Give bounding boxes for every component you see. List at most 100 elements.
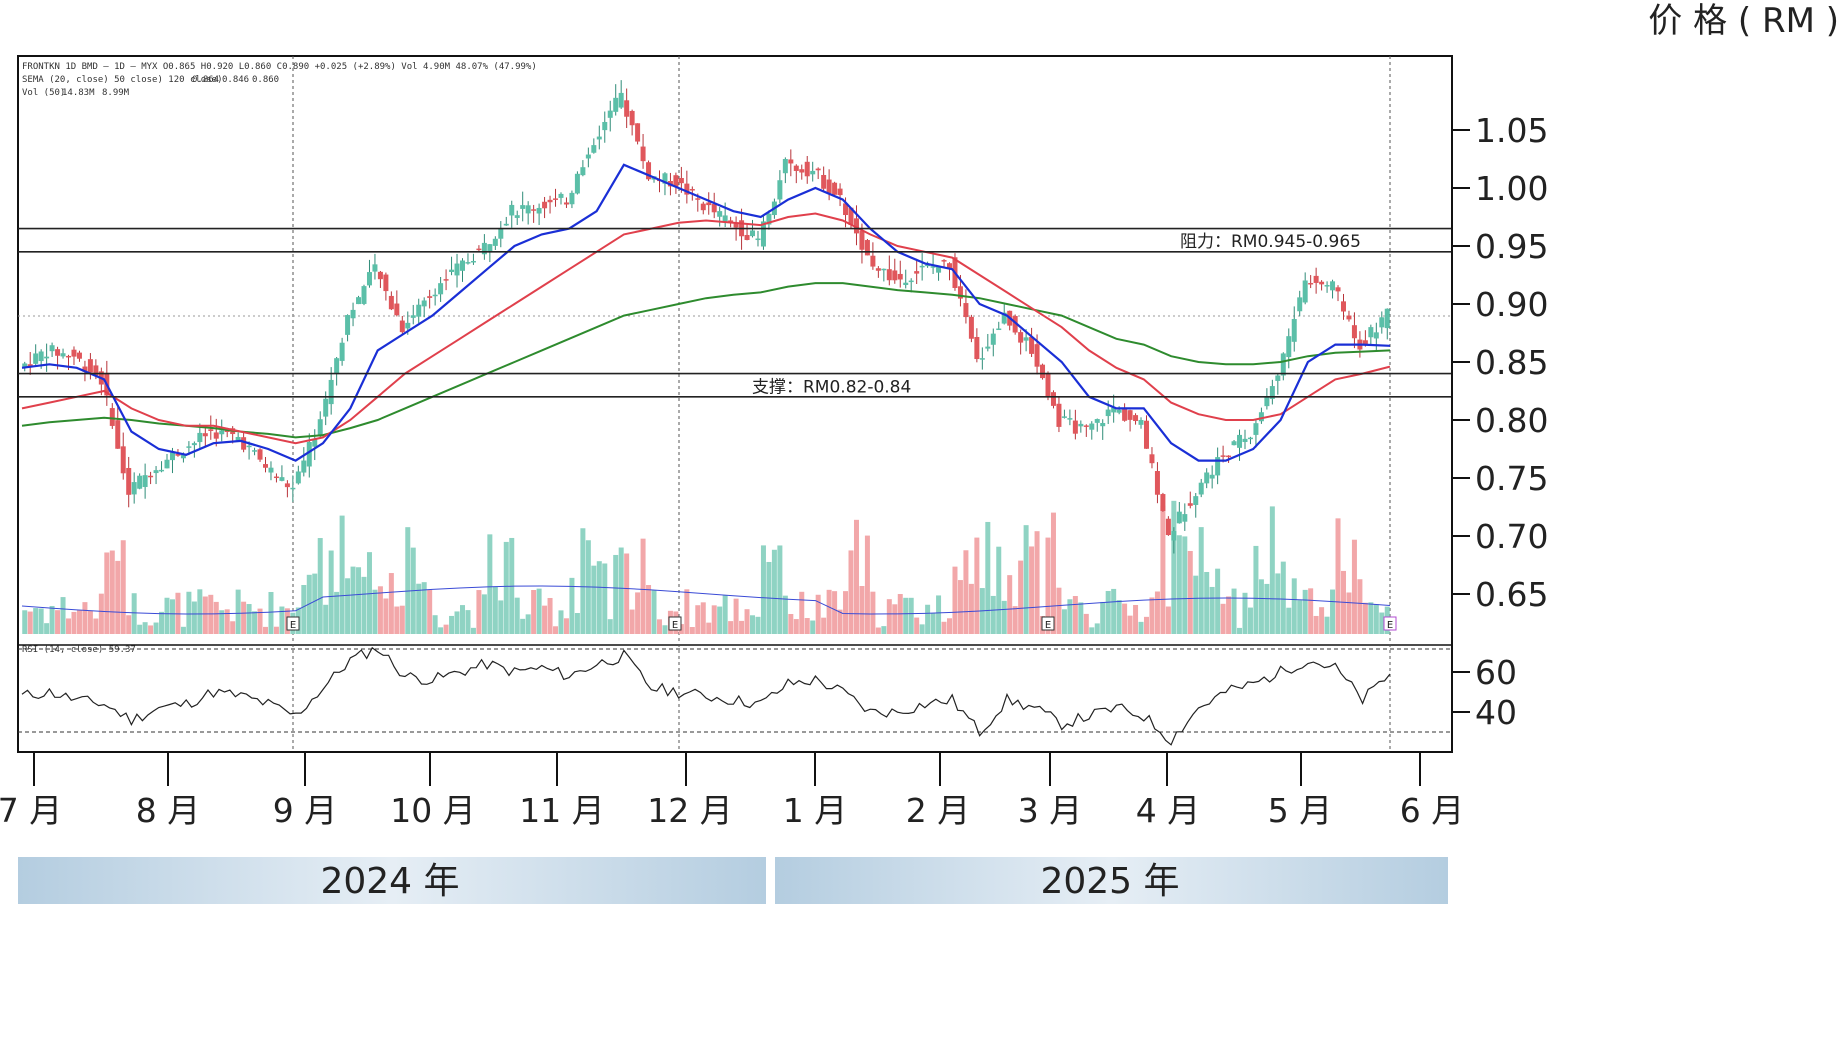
volume-bar	[870, 591, 876, 634]
candle-down	[547, 199, 553, 203]
candle-up	[339, 342, 345, 361]
candle-up	[585, 154, 591, 159]
candle-up	[979, 358, 985, 360]
volume-bar	[1105, 590, 1111, 634]
candle-up	[1198, 482, 1204, 495]
candle-down	[711, 203, 717, 213]
volume-bar	[596, 561, 602, 634]
candle-down	[793, 165, 799, 171]
candle-up	[990, 333, 996, 345]
candle-up	[1193, 496, 1199, 505]
volume-bar	[689, 627, 695, 634]
volume-bar	[169, 599, 175, 634]
candle-down	[635, 123, 641, 142]
volume-bar	[459, 605, 465, 634]
resistance-label: 阻力：RM0.945-0.965	[1180, 232, 1361, 252]
volume-bar	[1187, 550, 1193, 634]
candle-up	[449, 269, 455, 272]
volume-bar	[246, 604, 252, 634]
earnings-marker-1-box	[286, 616, 300, 631]
candle-up	[49, 345, 55, 352]
volume-bar	[301, 585, 307, 634]
volume-bar	[1149, 597, 1155, 634]
volume-bar	[1176, 535, 1182, 634]
volume-bar	[1204, 571, 1210, 634]
volume-bar	[613, 554, 619, 634]
candle-up	[356, 297, 362, 305]
candle-up	[591, 145, 597, 153]
volume-bar	[782, 595, 788, 634]
candle-up	[372, 264, 378, 272]
candle-down	[284, 483, 290, 488]
candle-down	[886, 269, 892, 281]
volume-bar	[1264, 583, 1270, 634]
candle-up	[438, 283, 444, 295]
candle-down	[678, 178, 684, 184]
rsi-panel: RSI (14, close) 59.37	[18, 645, 1452, 746]
candle-down	[673, 175, 679, 187]
volume-bar	[438, 627, 444, 634]
candle-down	[832, 182, 838, 195]
volume-bar	[930, 613, 936, 634]
volume-bar	[1078, 602, 1084, 634]
candle-up	[722, 215, 728, 222]
volume-bar	[985, 521, 991, 634]
ema50-line	[21, 212, 1391, 445]
volume-bar	[1226, 596, 1232, 634]
candle-down	[383, 274, 389, 292]
volume-bar	[153, 622, 159, 634]
volume-bar	[717, 606, 723, 634]
volume-bar	[804, 618, 810, 634]
volume-bar	[974, 537, 980, 634]
volume-bar	[1111, 588, 1117, 634]
volume-bar	[126, 615, 132, 634]
candle-up	[1330, 281, 1336, 291]
volume-bar	[268, 591, 274, 634]
volume-bar	[760, 545, 766, 634]
candle-up	[421, 300, 427, 307]
volume-bar	[93, 618, 99, 634]
header-line-1: FRONTKN 1D BMD — 1D — MYX O0.865 H0.920 …	[22, 62, 537, 72]
ema50-value: 0.846	[222, 75, 249, 85]
candle-down	[1018, 332, 1024, 343]
chart-frame	[17, 55, 1453, 753]
volume-bar	[553, 626, 559, 634]
candle-down	[695, 198, 701, 200]
candle-down	[175, 454, 181, 456]
volume-bar	[777, 545, 783, 634]
volume-bar	[1253, 545, 1259, 634]
candle-down	[427, 296, 433, 298]
volume-bar	[788, 614, 794, 634]
candle-up	[1171, 531, 1177, 541]
volume-bar	[241, 601, 247, 634]
candle-down	[71, 349, 77, 357]
volume-bar	[848, 550, 854, 634]
volume-bar	[1308, 588, 1314, 634]
candle-up	[345, 315, 351, 335]
volume-bar	[1357, 579, 1363, 634]
candle-up	[1286, 336, 1292, 358]
volume-bar	[252, 611, 258, 634]
candle-down	[1029, 336, 1035, 354]
y-tick-label: 0.90	[1475, 285, 1548, 324]
volume-bar	[996, 546, 1002, 634]
candle-down	[82, 366, 88, 372]
candle-down	[1040, 364, 1046, 379]
volume-bar	[1143, 616, 1149, 634]
volume-bar	[1127, 615, 1133, 634]
candle-up	[766, 213, 772, 225]
volume-bar	[328, 550, 334, 634]
candle-up	[1247, 437, 1253, 440]
candle-down	[629, 110, 635, 126]
volume-bar	[33, 608, 39, 634]
candle-down	[870, 255, 876, 267]
candle-up	[580, 167, 586, 176]
candle-down	[1083, 425, 1089, 427]
volume-bar	[624, 553, 630, 634]
candle-down	[700, 203, 706, 211]
volume-bar	[377, 586, 383, 634]
candle-up	[186, 446, 192, 448]
candle-down	[1133, 415, 1139, 422]
earnings-marker-4-box	[1383, 616, 1397, 631]
